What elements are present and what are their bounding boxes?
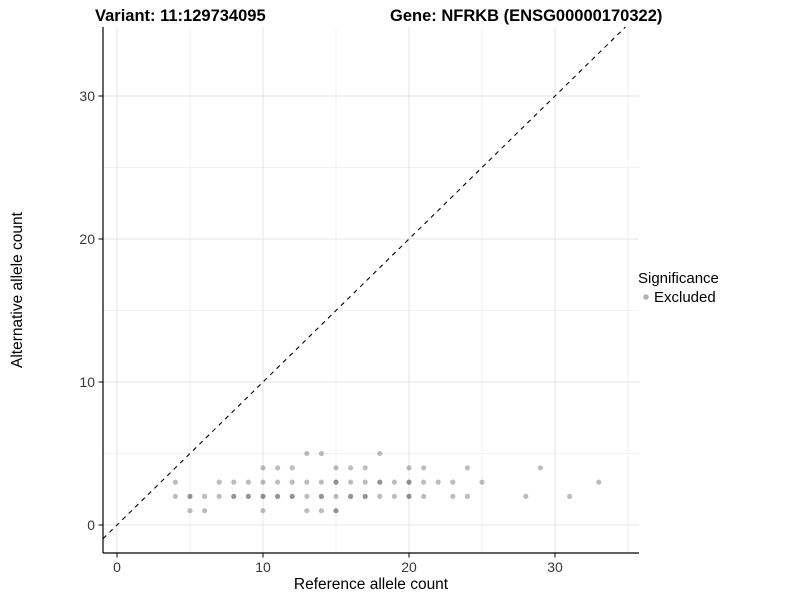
data-point	[202, 508, 208, 514]
data-point	[318, 493, 324, 499]
y-axis-title: Alternative allele count	[9, 211, 26, 368]
minor-gridlines	[103, 27, 639, 553]
points-layer	[172, 450, 602, 514]
data-point	[391, 493, 397, 499]
data-point	[187, 508, 193, 514]
data-point	[304, 450, 310, 457]
data-point	[245, 493, 251, 499]
identity-line	[102, 26, 626, 540]
data-point	[362, 465, 368, 471]
data-point	[479, 479, 485, 485]
data-point	[245, 479, 251, 485]
y-tick-label: 20	[79, 231, 95, 247]
data-point	[289, 465, 295, 471]
data-point	[260, 508, 266, 514]
data-point	[377, 479, 383, 485]
data-point	[260, 493, 266, 499]
data-point	[421, 479, 427, 485]
y-tick-label: 0	[87, 517, 95, 533]
major-gridlines	[103, 27, 639, 553]
data-point	[362, 479, 368, 485]
data-point	[304, 508, 310, 514]
x-tick-label: 20	[401, 559, 417, 575]
data-point	[421, 493, 427, 499]
data-point	[377, 493, 383, 499]
data-point	[391, 479, 397, 485]
legend-item-label: Excluded	[654, 289, 716, 306]
data-point	[421, 465, 427, 471]
data-point	[567, 493, 573, 499]
data-point	[435, 479, 441, 485]
data-point	[333, 465, 339, 471]
y-tick-label: 30	[79, 88, 95, 104]
data-point	[333, 508, 339, 514]
data-point	[216, 493, 222, 499]
data-point	[406, 479, 412, 485]
data-point	[289, 493, 295, 499]
data-point	[348, 465, 354, 471]
data-point	[231, 493, 237, 499]
legend: Significance Excluded	[638, 270, 719, 306]
data-point	[260, 465, 266, 471]
data-point	[464, 465, 470, 471]
data-point	[450, 493, 456, 499]
x-tick-label: 30	[547, 559, 563, 575]
data-point	[231, 479, 237, 485]
legend-title: Significance	[638, 270, 719, 287]
x-tick-label: 10	[255, 559, 271, 575]
data-point	[304, 493, 310, 499]
data-point	[318, 508, 324, 514]
axis-ticks: 0 10 20 30 0 10 20 30	[79, 88, 563, 575]
data-point	[289, 479, 295, 485]
data-point	[464, 493, 470, 499]
data-point	[275, 493, 281, 499]
x-axis-title: Reference allele count	[294, 576, 449, 593]
data-point	[187, 493, 193, 499]
data-point	[348, 479, 354, 485]
plot-title-variant: Variant: 11:129734095	[95, 7, 266, 25]
x-tick-label: 0	[113, 559, 121, 575]
data-point	[406, 493, 412, 499]
data-point	[348, 493, 354, 499]
data-point	[318, 479, 324, 485]
data-point	[406, 465, 412, 471]
data-point	[377, 450, 383, 457]
data-point	[333, 493, 339, 499]
data-point	[537, 465, 544, 471]
plot-title-gene: Gene: NFRKB (ENSG00000170322)	[390, 7, 662, 25]
data-point	[202, 493, 208, 499]
data-point	[318, 450, 324, 457]
data-point	[523, 493, 529, 499]
legend-key-dot	[643, 294, 649, 300]
data-point	[172, 493, 178, 499]
data-point	[333, 479, 339, 485]
data-point	[362, 493, 368, 499]
data-point	[275, 465, 281, 471]
identity-dashed-line	[102, 26, 626, 540]
data-point	[260, 479, 266, 485]
data-point	[450, 479, 456, 485]
y-tick-label: 10	[79, 374, 95, 390]
data-point	[596, 479, 602, 485]
data-point	[275, 479, 281, 485]
data-point	[304, 479, 310, 485]
data-point	[216, 479, 222, 485]
data-point	[172, 479, 178, 485]
